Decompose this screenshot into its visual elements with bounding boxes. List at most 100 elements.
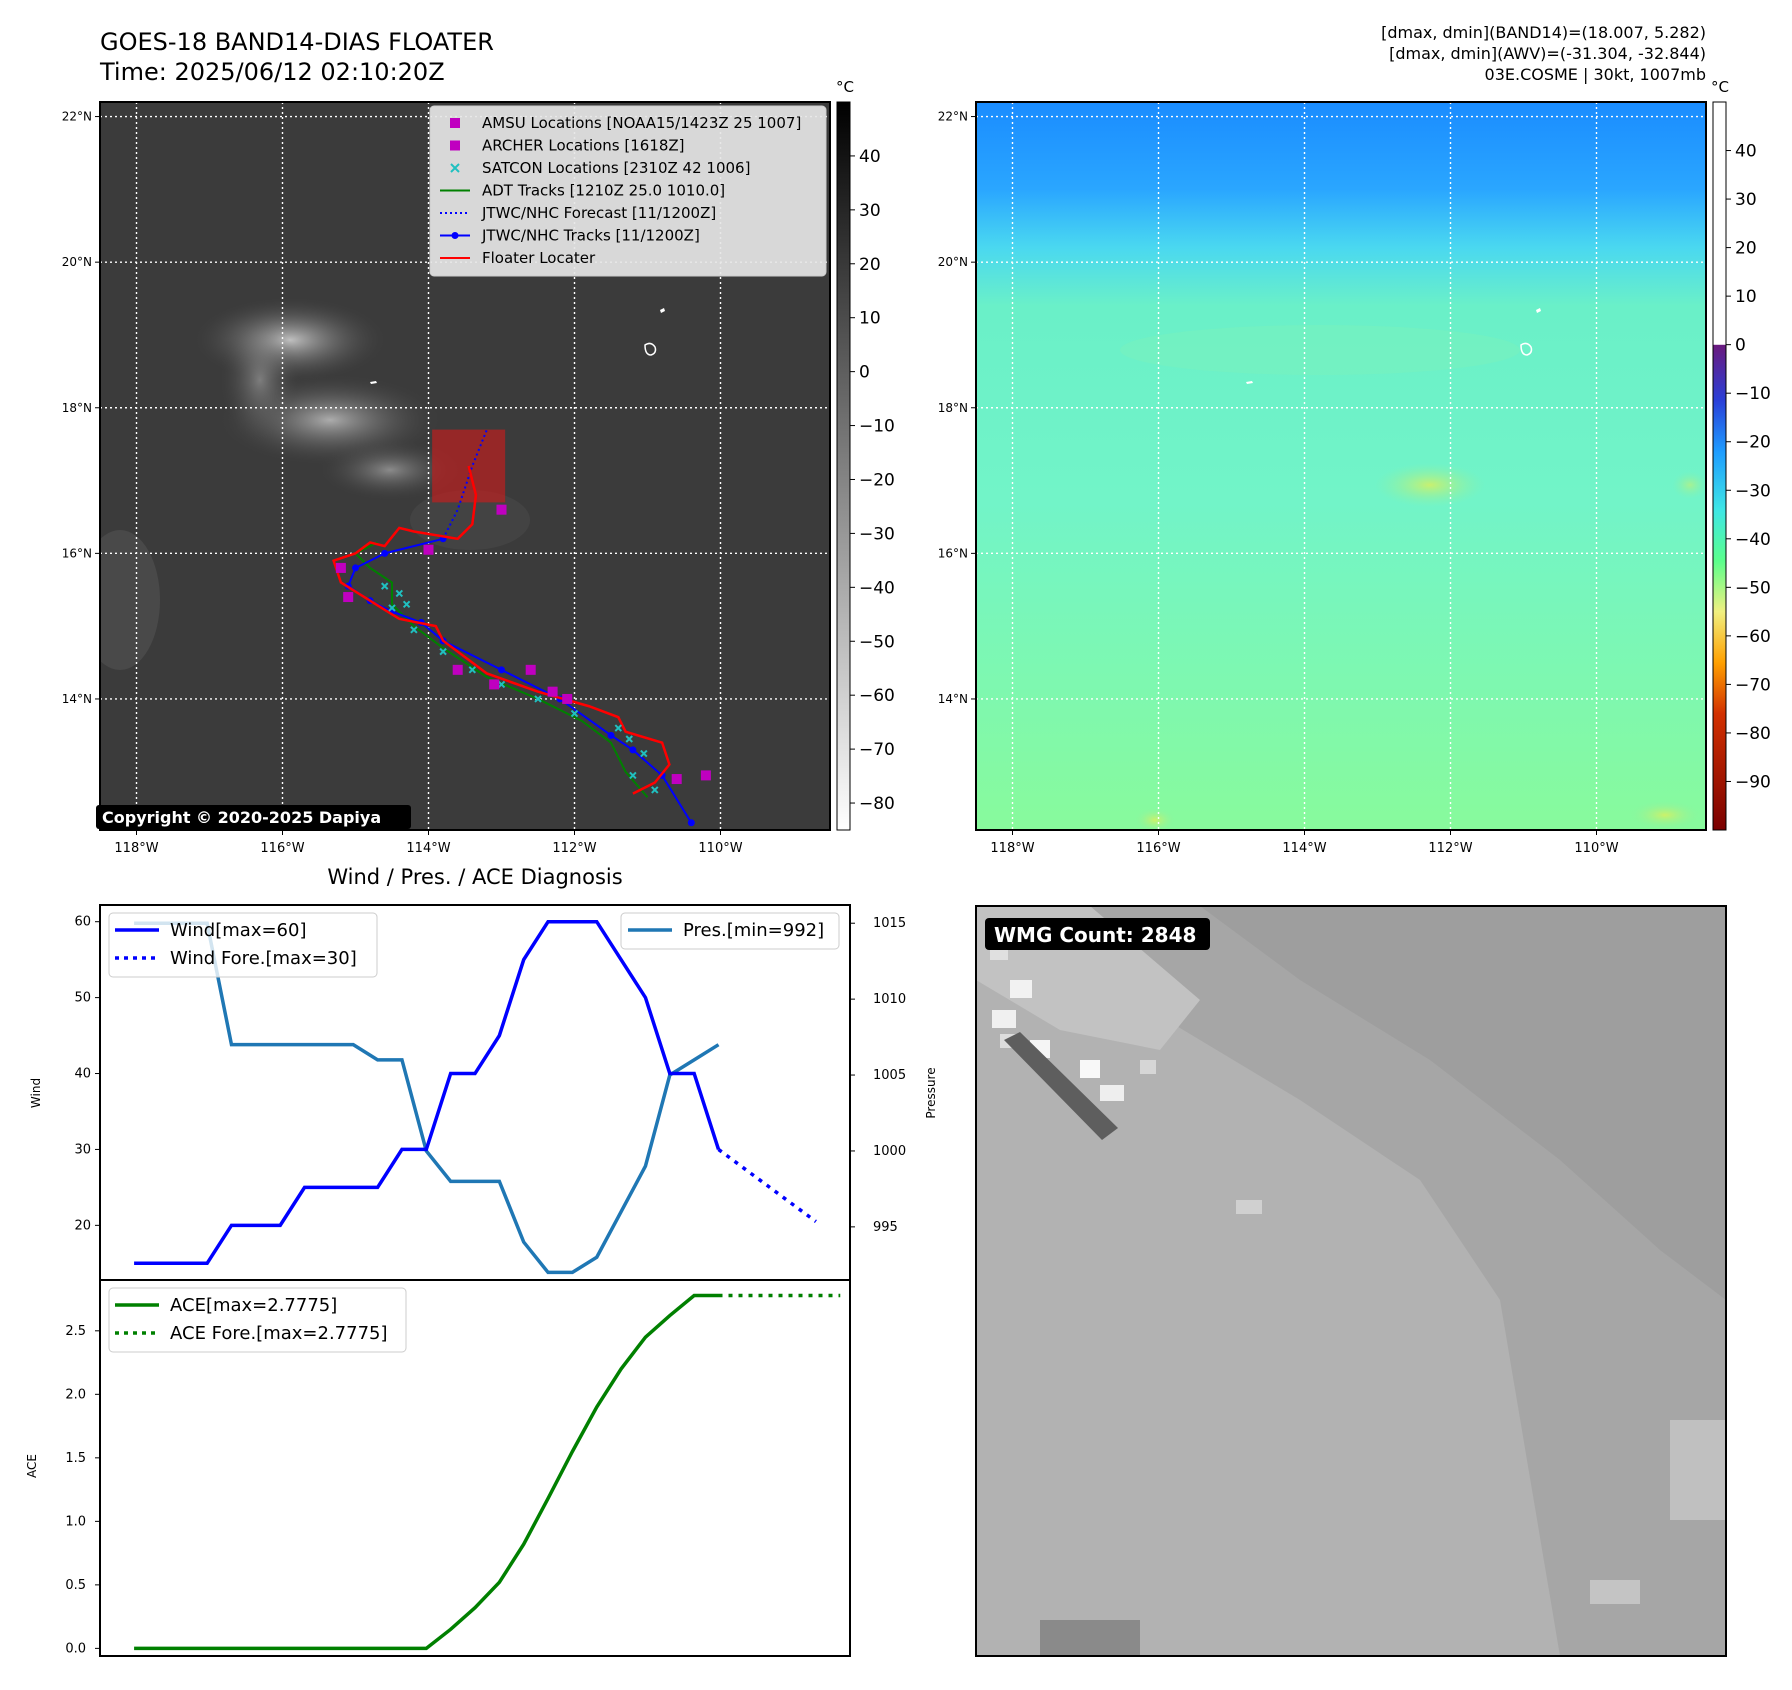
- lat-tick-label: 18°N: [62, 401, 92, 415]
- legend-swatch-x: [450, 163, 460, 173]
- jtwc-track-point: [687, 819, 695, 827]
- awv-colorbar-gradient: [1712, 101, 1727, 831]
- jtwc-track-point: [629, 746, 637, 754]
- awv-colorbar-ticks: 40 30 20 10 0 −10 −20 −30 −40 −50 −60 −70 −80 −90: [1726, 142, 1771, 792]
- floater-locater-track: [332, 465, 671, 795]
- ace-axis-label: ACE: [25, 1454, 39, 1478]
- ace-tick-label: 1.5: [65, 1451, 86, 1466]
- wind-legend-box: [108, 912, 378, 978]
- jtwc-track-point: [498, 666, 505, 674]
- lon-tick-label: 112°W: [1428, 841, 1472, 856]
- info-band14-range: [dmax, dmin](BAND14)=(18.007, 5.282): [1381, 23, 1706, 42]
- colorbar-tick-label: −70: [859, 740, 895, 760]
- wind-tick-label: 60: [74, 915, 91, 930]
- lon-tick-label: 112°W: [552, 841, 596, 856]
- wind-axis-ticks: 60 50 40 30 20: [74, 915, 100, 1233]
- awv-map-background: [976, 102, 1706, 830]
- colorbar-tick-label: −20: [1735, 433, 1771, 453]
- colorbar-tick-label: −40: [1735, 530, 1771, 550]
- amsu-location-marker: [343, 592, 354, 603]
- figure-time: Time: 2025/06/12 02:10:20Z: [99, 58, 445, 86]
- lat-tick-label: 16°N: [62, 546, 92, 560]
- legend-item-label: ADT Tracks [1210Z 25.0 1010.0]: [482, 182, 725, 200]
- pressure-axis-label: Pressure: [924, 1067, 938, 1118]
- lat-tick-label: 20°N: [62, 255, 92, 269]
- lat-tick-label: 18°N: [938, 401, 968, 415]
- legend-item-label: JTWC/NHC Forecast [11/1200Z]: [481, 204, 716, 222]
- awv-axis-ticks: 118°W 116°W 114°W 112°W 110°W 22°N 20°N 18°N 16°…: [938, 110, 1619, 856]
- track-layer: [332, 429, 711, 827]
- lon-tick-label: 114°W: [406, 841, 450, 856]
- ace-axis-ticks: 2.5 2.0 1.5 1.0 0.5 0.0: [65, 1324, 100, 1656]
- satcon-location-marker: [395, 589, 404, 598]
- lon-tick-label: 110°W: [698, 841, 742, 856]
- ace-tick-label: 0.5: [65, 1578, 86, 1593]
- copyright-badge: [96, 805, 411, 829]
- awv-gridlines: [976, 102, 1706, 830]
- wind-tick-label: 20: [74, 1218, 91, 1233]
- lon-tick-label: 118°W: [114, 841, 158, 856]
- colorbar-tick-label: 30: [859, 201, 881, 221]
- legend-item-label: Floater Locater: [482, 249, 596, 267]
- wind-series-line: [134, 919, 721, 1266]
- amsu-location-marker: [335, 562, 346, 573]
- lat-tick-label: 16°N: [938, 546, 968, 560]
- colorbar-tick-label: 0: [859, 363, 870, 383]
- colorbar-tick-label: 20: [859, 255, 881, 275]
- legend-swatch-square: [450, 140, 460, 151]
- awv-colorbar-unit: °C: [1711, 78, 1729, 96]
- wind-tick-label: 50: [74, 991, 91, 1006]
- colorbar-tick-label: 20: [1735, 239, 1757, 259]
- awv-map-frame: [975, 101, 1707, 831]
- colorbar-tick-label: −30: [1735, 481, 1771, 501]
- amsu-location-marker: [700, 770, 711, 781]
- colorbar-tick-label: −80: [1735, 724, 1771, 744]
- colorbar-tick-label: −90: [1735, 772, 1771, 792]
- band14-map-frame: [99, 101, 831, 831]
- adt-track: [353, 541, 649, 798]
- amsu-location-marker: [452, 664, 463, 675]
- colorbar-tick-label: −20: [859, 470, 895, 490]
- colorbar-tick-label: 10: [859, 309, 881, 329]
- awv-map-panel: 118°W 116°W 114°W 112°W 110°W 22°N 20°N 18°N 16°…: [938, 101, 1707, 856]
- pressure-tick-label: 1010: [873, 992, 906, 1007]
- band14-colorbar-unit: °C: [836, 78, 854, 96]
- ace-tick-label: 2.0: [65, 1387, 86, 1402]
- lat-tick-label: 14°N: [938, 692, 968, 706]
- pressure-axis-ticks: 1015 1010 1005 1000 995: [850, 916, 906, 1235]
- map-legend: AMSU Locations [NOAA15/1423Z 25 1007] ARC…: [429, 105, 827, 277]
- ace-tick-label: 0.0: [65, 1641, 86, 1656]
- satcon-location-marker: [614, 724, 623, 732]
- legend-item-label: SATCON Locations [2310Z 42 1006]: [482, 159, 750, 177]
- ace-series-line: [134, 1293, 719, 1651]
- pressure-tick-label: 1000: [873, 1144, 906, 1159]
- colorbar-tick-label: −60: [1735, 627, 1771, 647]
- wmg-panel: WMG Count: 2848: [975, 905, 1727, 1657]
- ace-panel: ACE 2.5 2.0 1.5 1.0 0.5 0.0 ACE[max=2.7775] A…: [25, 1279, 851, 1657]
- legend-item-label: ARCHER Locations [1618Z]: [482, 137, 685, 155]
- figure-title: GOES-18 BAND14-DIAS FLOATER: [100, 28, 494, 56]
- ace-lines: [134, 1293, 841, 1651]
- lat-tick-label: 20°N: [938, 255, 968, 269]
- wind-legend-label: Wind[max=60]: [170, 920, 307, 941]
- info-storm: 03E.COSME | 30kt, 1007mb: [1485, 65, 1706, 84]
- satcon-location-marker: [625, 735, 633, 743]
- legend-item-label: JTWC/NHC Tracks [11/1200Z]: [481, 227, 700, 245]
- pressure-legend-box: [620, 912, 840, 950]
- wind-pressure-lines: [134, 919, 817, 1275]
- ace-forecast-legend-label: ACE Fore.[max=2.7775]: [170, 1323, 388, 1344]
- lon-tick-label: 110°W: [1574, 841, 1618, 856]
- colorbar-tick-label: −60: [859, 686, 895, 706]
- ace-legend: ACE[max=2.7775] ACE Fore.[max=2.7775]: [108, 1287, 407, 1353]
- jtwc-track-point: [607, 731, 615, 739]
- colorbar-tick-label: 10: [1735, 287, 1757, 307]
- ace-tick-label: 2.5: [65, 1324, 86, 1339]
- jtwc-forecast-track: [442, 429, 488, 540]
- pressure-tick-label: 995: [873, 1220, 898, 1235]
- island-outline: [1520, 342, 1533, 356]
- lon-tick-label: 116°W: [260, 841, 304, 856]
- copyright-text: Copyright © 2020-2025 Dapiya: [102, 808, 381, 827]
- diagnosis-title: Wind / Pres. / ACE Diagnosis: [327, 865, 622, 889]
- satcon-location-marker: [629, 771, 637, 780]
- satcon-location-marker: [497, 680, 506, 689]
